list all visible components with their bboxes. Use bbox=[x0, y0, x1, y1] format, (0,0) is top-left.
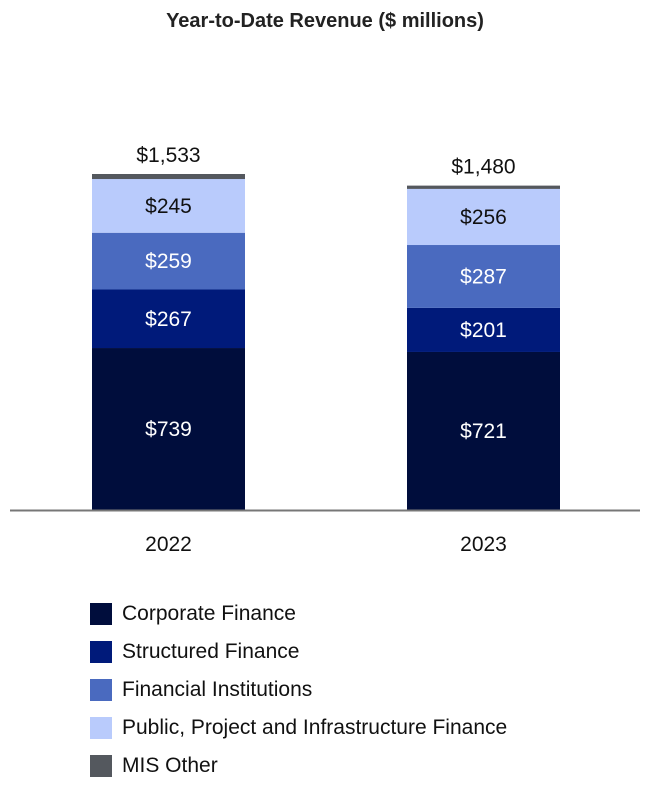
legend-swatch bbox=[90, 603, 112, 625]
bar-segment bbox=[92, 179, 245, 233]
bar-segment bbox=[407, 245, 560, 308]
data-label: $287 bbox=[460, 265, 507, 288]
bar-segment bbox=[92, 232, 245, 290]
legend-label: Public, Project and Infrastructure Finan… bbox=[122, 716, 508, 739]
data-label: $259 bbox=[145, 250, 192, 273]
data-label: $267 bbox=[145, 308, 192, 331]
bar-segment bbox=[92, 174, 245, 180]
data-label: $739 bbox=[145, 418, 192, 441]
legend-item: Financial Institutions bbox=[90, 671, 507, 709]
legend-swatch bbox=[90, 755, 112, 777]
bar-segment bbox=[407, 307, 560, 352]
legend-swatch bbox=[90, 717, 112, 739]
legend-item: Corporate Finance bbox=[90, 595, 507, 633]
legend-item: Public, Project and Infrastructure Finan… bbox=[90, 709, 507, 747]
legend-item: Structured Finance bbox=[90, 633, 507, 671]
x-tick-label: 2022 bbox=[145, 533, 192, 556]
legend: Corporate Finance Structured Finance Finan… bbox=[90, 595, 507, 785]
data-label: $721 bbox=[460, 420, 507, 443]
bar-segment bbox=[407, 185, 560, 189]
x-tick-label: 2023 bbox=[460, 533, 507, 556]
bar-segment bbox=[92, 348, 245, 510]
legend-label: Structured Finance bbox=[122, 640, 300, 663]
legend-label: Corporate Finance bbox=[122, 602, 296, 625]
total-label: $1,480 bbox=[451, 156, 515, 179]
bar-segment bbox=[92, 289, 245, 349]
chart-title: Year-to-Date Revenue ($ millions) bbox=[166, 10, 484, 32]
legend-swatch bbox=[90, 641, 112, 663]
data-label: $245 bbox=[145, 195, 192, 218]
legend-swatch bbox=[90, 679, 112, 701]
legend-label: MIS Other bbox=[122, 754, 218, 777]
bar-segment bbox=[407, 188, 560, 246]
legend-label: Financial Institutions bbox=[122, 678, 313, 701]
bar-segment bbox=[407, 351, 560, 510]
chart-svg: Year-to-Date Revenue ($ millions) $739 $2… bbox=[10, 10, 640, 556]
legend-item: MIS Other bbox=[90, 747, 507, 785]
data-label: $201 bbox=[460, 319, 507, 342]
data-label: $256 bbox=[460, 206, 507, 229]
total-label: $1,533 bbox=[136, 144, 200, 167]
